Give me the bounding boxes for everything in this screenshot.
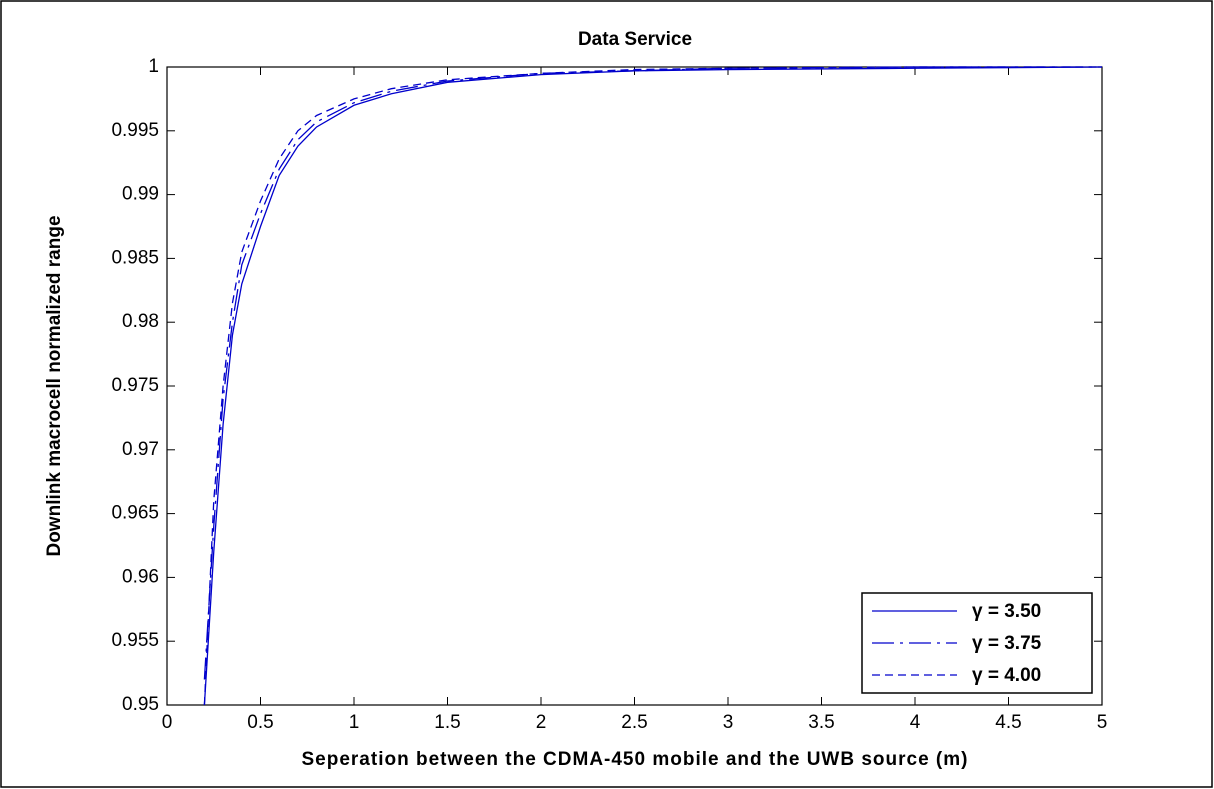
chart-title: Data Service [578, 29, 692, 50]
y-tick-label: 0.96 [122, 566, 159, 587]
y-tick-label: 0.95 [122, 694, 159, 715]
data-line [203, 66, 1102, 706]
y-tick-label: 0.965 [111, 503, 159, 524]
x-tick-label: 0 [162, 712, 173, 733]
y-tick-label: 1 [148, 56, 159, 77]
y-tick-label: 0.985 [111, 247, 159, 268]
y-axis-label: Downlink macrocell normalized range [44, 215, 65, 556]
data-line [203, 66, 1102, 680]
y-tick-label: 0.99 [122, 184, 159, 205]
x-tick-label: 3.5 [808, 712, 834, 733]
legend-label: γ = 3.75 [972, 633, 1042, 654]
x-tick-label: 4.5 [995, 712, 1021, 733]
y-tick-label: 0.955 [111, 630, 159, 651]
y-tick-label: 0.98 [122, 311, 159, 332]
legend-label: γ = 4.00 [972, 665, 1041, 686]
x-tick-label: 5 [1097, 712, 1108, 733]
legend-label: γ = 3.50 [972, 601, 1041, 622]
x-tick-label: 1.5 [434, 712, 460, 733]
x-tick-label: 0.5 [247, 712, 273, 733]
y-tick-label: 0.995 [111, 120, 159, 141]
x-axis-label: Seperation between the CDMA-450 mobile a… [302, 749, 969, 770]
x-tick-label: 2.5 [621, 712, 647, 733]
y-tick-label: 0.97 [122, 439, 159, 460]
y-tick-label: 0.975 [111, 375, 159, 396]
x-tick-label: 3 [723, 712, 734, 733]
x-tick-label: 2 [536, 712, 547, 733]
x-tick-label: 1 [349, 712, 360, 733]
x-tick-label: 4 [910, 712, 921, 733]
